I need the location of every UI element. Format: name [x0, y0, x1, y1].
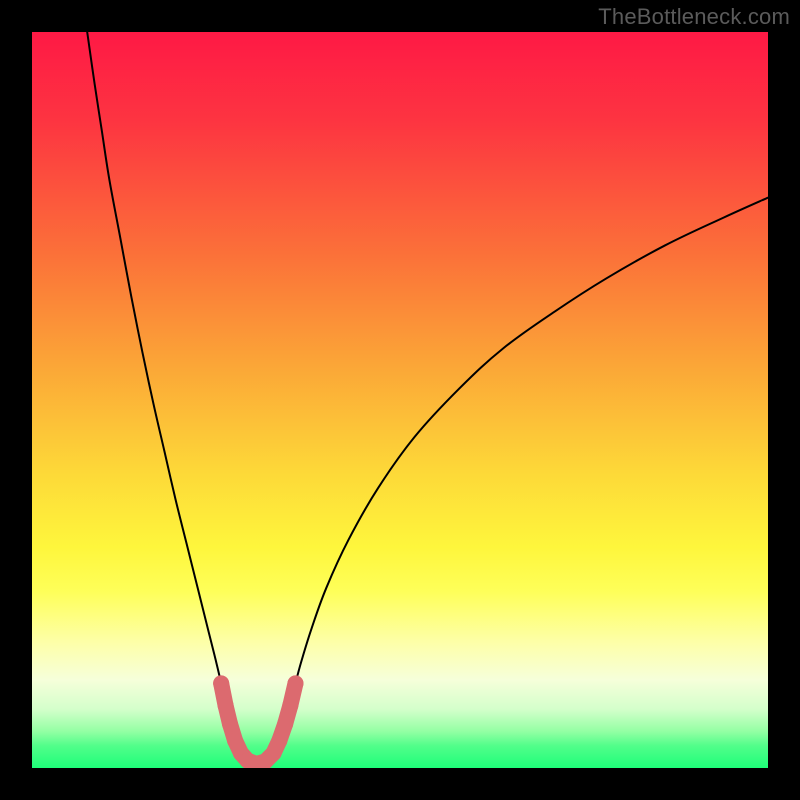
chart-container: TheBottleneck.com [0, 0, 800, 800]
marker-dot [282, 697, 298, 713]
curve-layer [32, 32, 768, 768]
marker-dot [277, 716, 293, 732]
bottleneck-curve [87, 32, 768, 764]
plot-area [32, 32, 768, 768]
marker-dot [271, 733, 287, 749]
marker-dot [218, 697, 234, 713]
marker-dot [222, 716, 238, 732]
marker-dot [287, 675, 303, 691]
watermark-text: TheBottleneck.com [598, 4, 790, 30]
marker-dot [213, 675, 229, 691]
